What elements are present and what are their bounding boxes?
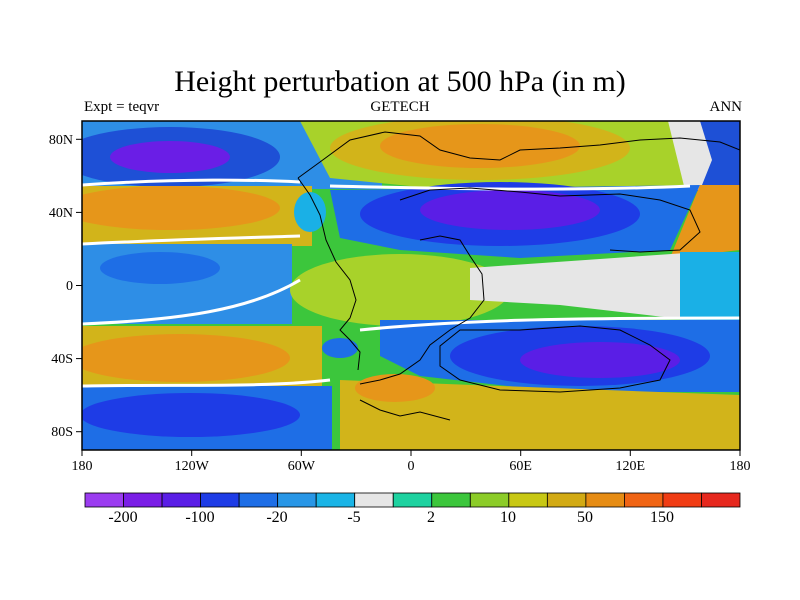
zero-contour-2 bbox=[82, 234, 301, 246]
sh-small-low bbox=[322, 338, 358, 358]
sp-high-core bbox=[355, 374, 435, 402]
colorbar-swatch bbox=[585, 492, 625, 508]
asia-low-center bbox=[420, 190, 600, 230]
colorbar-swatch bbox=[84, 492, 124, 508]
colorbar-swatch bbox=[161, 492, 201, 508]
lon-tick-label: 60E bbox=[509, 459, 532, 474]
zero-contour-1 bbox=[82, 178, 301, 187]
coastline-antarctic bbox=[359, 399, 451, 421]
colorbar-swatch bbox=[277, 492, 317, 508]
lon-tick-label: 0 bbox=[408, 459, 415, 474]
lat-tick-label: 40S bbox=[51, 352, 73, 367]
experiment-label: Expt = teqvr bbox=[84, 99, 160, 115]
sh-low-center bbox=[520, 342, 680, 378]
colorbar-label: -200 bbox=[108, 509, 137, 526]
colorbar-swatch bbox=[238, 492, 279, 508]
source-label: GETECH bbox=[370, 99, 430, 115]
coastline-eurasia bbox=[399, 187, 701, 253]
colorbar-label: -20 bbox=[266, 509, 287, 526]
lon-tick-label: 60W bbox=[288, 459, 316, 474]
sh-midlat-high-core bbox=[82, 334, 290, 382]
colorbar-swatch bbox=[508, 492, 548, 508]
sp-high bbox=[340, 380, 740, 450]
coastline-africa bbox=[359, 235, 485, 385]
lon-tick-labels: 180 120W 60W 0 60E 120E 180 bbox=[72, 459, 751, 474]
zero-contour-4 bbox=[82, 378, 331, 388]
colorbar-label: 2 bbox=[427, 509, 435, 526]
colorbar-swatch bbox=[469, 492, 510, 508]
sp-low-core bbox=[82, 393, 300, 437]
nh-low-center bbox=[110, 141, 230, 173]
colorbar-swatch bbox=[546, 492, 587, 508]
season-label: ANN bbox=[709, 99, 743, 115]
colorbar-label: 50 bbox=[577, 509, 593, 526]
zero-contours bbox=[82, 178, 740, 388]
zero-contour-5 bbox=[329, 184, 691, 191]
zero-contour-6 bbox=[359, 316, 740, 332]
colorbar-swatch bbox=[200, 492, 240, 508]
colorbar-label: -100 bbox=[185, 509, 214, 526]
colorbar-label: -5 bbox=[347, 509, 360, 526]
eq-east-low bbox=[680, 252, 740, 324]
coastline-gondwana bbox=[439, 325, 671, 393]
lat-tick-label: 80N bbox=[49, 133, 73, 148]
colorbar-labels: -200 -100 -20 -5 2 10 50 150 bbox=[108, 509, 674, 526]
arctic-high-core bbox=[380, 124, 580, 168]
colorbar-swatch bbox=[662, 492, 702, 508]
lat-tick-label: 0 bbox=[66, 279, 73, 294]
colorbar-label: 150 bbox=[650, 509, 674, 526]
colorbar-label: 10 bbox=[500, 509, 516, 526]
nh-midlat-high-core bbox=[82, 186, 280, 230]
colorbar-swatch bbox=[431, 492, 471, 508]
colorbar-swatch bbox=[701, 492, 741, 508]
eq-central-high bbox=[290, 254, 510, 326]
colorbar-swatch bbox=[624, 492, 664, 508]
eq-west-low-core bbox=[100, 252, 220, 284]
lon-tick-label: 180 bbox=[730, 459, 751, 474]
contour-field bbox=[82, 121, 740, 450]
colorbar-swatch bbox=[315, 492, 356, 508]
coastline-north bbox=[297, 131, 740, 179]
coastlines bbox=[297, 131, 740, 421]
axis-ticks bbox=[76, 138, 741, 456]
lon-tick-label: 120W bbox=[175, 459, 210, 474]
lat-tick-labels: 80N 40N 0 40S 80S bbox=[49, 133, 73, 440]
lat-tick-label: 40N bbox=[49, 206, 73, 221]
eq-east-zero bbox=[470, 252, 700, 320]
map-title: Height perturbation at 500 hPa (in m) bbox=[174, 65, 626, 98]
colorbar-swatch bbox=[123, 492, 163, 508]
colorbar-swatch bbox=[354, 492, 394, 508]
atlantic-small-low bbox=[294, 192, 326, 232]
coastline-americas bbox=[297, 177, 361, 371]
lat-tick-label: 80S bbox=[51, 425, 73, 440]
lon-tick-label: 180 bbox=[72, 459, 93, 474]
lon-tick-label: 120E bbox=[616, 459, 646, 474]
ne-midlat-high bbox=[670, 185, 740, 258]
colorbar-swatch bbox=[392, 492, 433, 508]
colorbar bbox=[84, 492, 741, 508]
zero-contour-3 bbox=[82, 278, 301, 326]
